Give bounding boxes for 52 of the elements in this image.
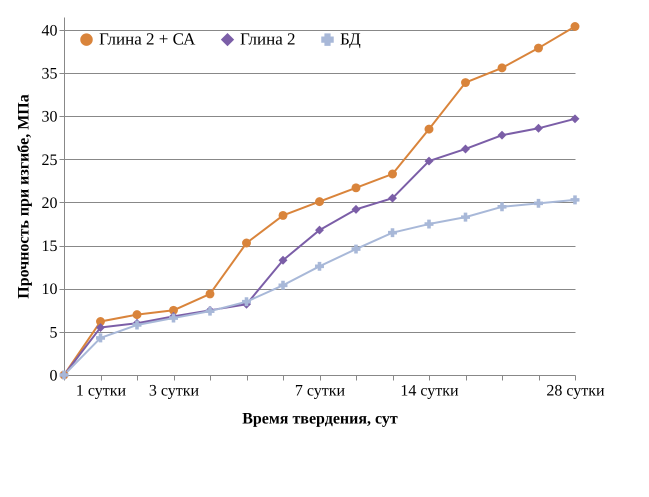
legend-label: БД bbox=[340, 30, 362, 49]
point bbox=[461, 212, 470, 222]
y-tick-label: 20 bbox=[42, 194, 58, 212]
point bbox=[534, 44, 543, 53]
y-tick-label: 40 bbox=[42, 22, 58, 40]
y-tick-label: 25 bbox=[42, 152, 58, 169]
y-tick-label: 15 bbox=[42, 238, 58, 256]
point bbox=[352, 204, 360, 214]
point bbox=[461, 144, 470, 154]
point bbox=[461, 78, 470, 88]
point bbox=[278, 210, 288, 220]
point bbox=[570, 195, 580, 204]
legend-label: Глина 2 + СА bbox=[99, 30, 196, 49]
x-tick-label: 14 сутки bbox=[400, 382, 460, 400]
point bbox=[570, 114, 580, 124]
x-tick-label: 3 сутки bbox=[148, 382, 200, 400]
point bbox=[498, 63, 506, 72]
point bbox=[315, 262, 324, 271]
point bbox=[570, 22, 580, 31]
point bbox=[132, 310, 142, 320]
point bbox=[424, 124, 434, 134]
point bbox=[352, 183, 360, 192]
point bbox=[278, 256, 288, 265]
point bbox=[278, 280, 288, 290]
point bbox=[388, 170, 397, 178]
point bbox=[388, 194, 397, 203]
point bbox=[534, 124, 543, 133]
point bbox=[315, 197, 324, 206]
point bbox=[96, 333, 105, 342]
x-axis-title: Время твердения, сут bbox=[242, 410, 398, 428]
point bbox=[498, 130, 506, 140]
y-tick-label: 5 bbox=[50, 324, 58, 342]
point bbox=[534, 198, 543, 208]
point bbox=[388, 228, 397, 238]
point bbox=[96, 323, 105, 332]
y-axis-title: Прочность при изгибе, МПа bbox=[16, 94, 32, 299]
y-tick-label: 10 bbox=[42, 281, 58, 298]
point bbox=[206, 289, 214, 298]
point bbox=[315, 226, 324, 235]
point bbox=[352, 244, 360, 254]
point bbox=[242, 297, 251, 306]
y-tick-label: 30 bbox=[42, 108, 58, 126]
point bbox=[242, 238, 251, 248]
x-tick-label: 1 сутки bbox=[76, 382, 127, 400]
point bbox=[498, 202, 506, 212]
x-tick-label: 28 сутки bbox=[546, 382, 606, 400]
y-tick-label: 0 bbox=[50, 368, 58, 384]
legend-label: Глина 2 bbox=[240, 30, 296, 49]
point bbox=[424, 220, 434, 229]
point bbox=[424, 156, 434, 166]
y-tick-label: 35 bbox=[42, 66, 58, 83]
x-tick-label: 7 сутки bbox=[294, 382, 346, 400]
